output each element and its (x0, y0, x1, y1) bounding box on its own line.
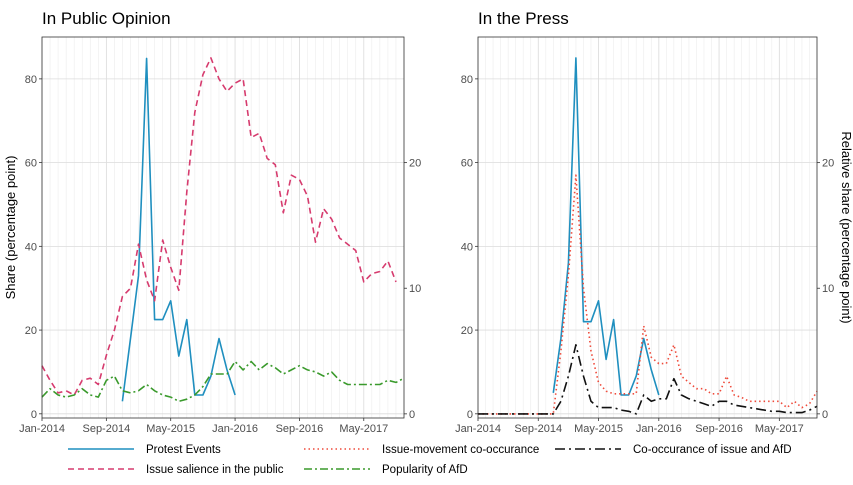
y-tick-label: 0 (467, 409, 473, 421)
x-tick-label: Jan-2016 (212, 423, 258, 435)
y-tick-label: 20 (461, 325, 473, 337)
x-tick-label: Jan-2016 (636, 423, 682, 435)
series-line-protest-events (121, 57, 236, 402)
chart-panel-1: 0 20 40 60 80 0 10 20 Jan-2014 Sep-2014 May-2015 Ja… (3, 9, 421, 435)
legend: Protest Events Issue-movement co-occuranc… (68, 444, 792, 476)
series-line-issue-movement-co-occurance (478, 174, 818, 415)
legend-label-protest-events: Protest Events (146, 444, 221, 456)
plot-border (41, 36, 405, 419)
x-tick-label: Jan-2014 (19, 423, 65, 435)
y2-axis-title: Relative share (percentage point) (839, 131, 853, 323)
y-tick-label: 20 (25, 325, 37, 337)
chart-title: In the Press (478, 9, 569, 28)
x-tick-label: Sep-2016 (695, 423, 743, 435)
y2-tick-label: 0 (409, 409, 415, 421)
y2-tick-label: 20 (822, 158, 834, 170)
y2-tick-label: 20 (409, 158, 421, 170)
series-line-popularity-of-afd (41, 360, 405, 403)
x-tick-label: May-2015 (146, 423, 195, 435)
x-tick-label: Sep-2014 (82, 423, 130, 435)
plot-border (477, 36, 818, 419)
y-axis-title: Share (percentage point) (3, 156, 18, 300)
series-line-co-occurance-of-issue-and-afd (478, 343, 818, 415)
y-tick-label: 80 (461, 74, 473, 86)
y-tick-label: 40 (461, 241, 473, 253)
series-line-issue-salience-in-the-public (41, 57, 397, 396)
series-line-protest-events (552, 57, 660, 396)
y-tick-label: 40 (25, 241, 37, 253)
legend-label-co-occurance-of-issue-and-afd: Co-occurance of issue and AfD (633, 444, 792, 456)
x-tick-label: May-2017 (339, 423, 388, 435)
chart-title: In Public Opinion (42, 9, 171, 28)
legend-label-issue-movement-co-occurance: Issue-movement co-occurance (382, 444, 539, 456)
y2-tick-label: 10 (409, 283, 421, 295)
x-tick-label: May-2017 (755, 423, 804, 435)
x-tick-label: Jan-2014 (455, 423, 501, 435)
y2-tick-label: 10 (822, 283, 834, 295)
x-tick-label: May-2015 (574, 423, 623, 435)
y-tick-label: 60 (25, 158, 37, 170)
legend-label-popularity-of-afd: Popularity of AfD (382, 464, 468, 476)
x-tick-label: Sep-2014 (514, 423, 562, 435)
y-tick-label: 60 (461, 158, 473, 170)
y-tick-label: 0 (31, 409, 37, 421)
y2-tick-label: 0 (822, 409, 828, 421)
y-tick-label: 80 (25, 74, 37, 86)
x-tick-label: Sep-2016 (276, 423, 324, 435)
legend-label-issue-salience-in-the-public: Issue salience in the public (146, 464, 284, 476)
chart-panel-2: 0 20 40 60 80 0 10 20 Jan-2014 Sep-2014 May-2015 Ja… (455, 9, 853, 435)
